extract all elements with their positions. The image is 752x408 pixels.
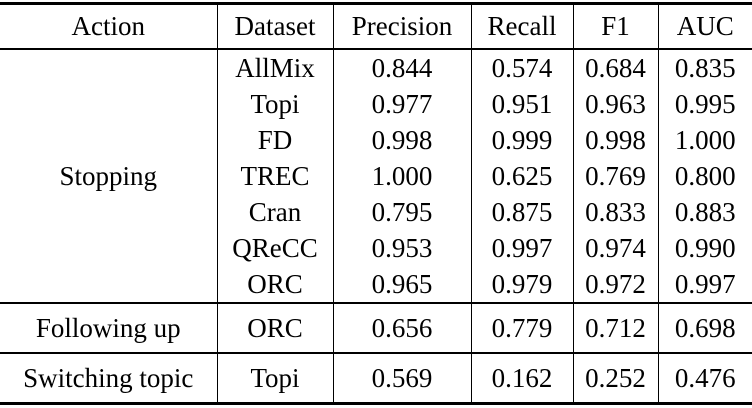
table-row: QReCC 0.953 0.997 0.974 0.990 xyxy=(0,230,752,266)
dataset-cell: AllMix xyxy=(216,49,333,86)
f1-cell: 0.963 xyxy=(572,86,658,122)
table-row: TREC 1.000 0.625 0.769 0.800 xyxy=(0,158,752,194)
auc-cell: 0.995 xyxy=(657,86,752,122)
dataset-cell: FD xyxy=(216,122,333,158)
table-row: ORC 0.965 0.979 0.972 0.997 xyxy=(0,266,752,303)
dataset-cell: Topi xyxy=(216,353,333,404)
recall-cell: 0.162 xyxy=(470,353,573,404)
recall-cell: 0.951 xyxy=(470,86,573,122)
table-section: Stopping AllMix 0.844 0.574 0.684 0.835 Topi 0.… xyxy=(0,49,752,303)
column-header-precision: Precision xyxy=(332,3,471,49)
header-row: Action Dataset Precision Recall F1 AUC xyxy=(0,3,752,49)
precision-cell: 1.000 xyxy=(332,158,471,194)
column-header-action: Action xyxy=(71,11,146,41)
auc-cell: 0.698 xyxy=(657,303,752,353)
auc-cell: 0.883 xyxy=(657,194,752,230)
action-cell: Stopping xyxy=(59,160,158,191)
column-header-dataset: Dataset xyxy=(216,3,333,49)
column-header-auc: AUC xyxy=(657,3,752,49)
precision-cell: 0.795 xyxy=(332,194,471,230)
f1-cell: 0.998 xyxy=(572,122,658,158)
f1-cell: 0.972 xyxy=(572,266,658,303)
recall-cell: 0.997 xyxy=(470,230,573,266)
table-row: Following up ORC 0.656 0.779 0.712 0.698 xyxy=(0,303,752,353)
f1-cell: 0.769 xyxy=(572,158,658,194)
table-section: Following up ORC 0.656 0.779 0.712 0.698 xyxy=(0,303,752,353)
precision-cell: 0.953 xyxy=(332,230,471,266)
f1-cell: 0.252 xyxy=(572,353,658,404)
f1-cell: 0.684 xyxy=(572,49,658,86)
recall-cell: 0.574 xyxy=(470,49,573,86)
table-header: Action Dataset Precision Recall F1 AUC xyxy=(0,3,752,49)
precision-cell: 0.569 xyxy=(332,353,471,404)
auc-cell: 0.476 xyxy=(657,353,752,404)
table-row: Stopping AllMix 0.844 0.574 0.684 0.835 xyxy=(0,49,752,191)
recall-cell: 0.875 xyxy=(470,194,573,230)
dataset-cell: Topi xyxy=(216,86,333,122)
f1-cell: 0.974 xyxy=(572,230,658,266)
precision-cell: 0.844 xyxy=(332,49,471,86)
table-row: FD 0.998 0.999 0.998 1.000 xyxy=(0,122,752,158)
recall-cell: 0.779 xyxy=(470,303,573,353)
precision-cell: 0.977 xyxy=(332,86,471,122)
dataset-cell: ORC xyxy=(216,266,333,303)
recall-cell: 0.999 xyxy=(470,122,573,158)
auc-cell: 0.800 xyxy=(657,158,752,194)
auc-cell: 0.997 xyxy=(657,266,752,303)
recall-cell: 0.979 xyxy=(470,266,573,303)
table-row: Topi 0.977 0.951 0.963 0.995 xyxy=(0,86,752,122)
auc-cell: 0.835 xyxy=(657,49,752,86)
dataset-cell: TREC xyxy=(216,158,333,194)
table-row: Cran 0.795 0.875 0.833 0.883 xyxy=(0,194,752,230)
auc-cell: 0.990 xyxy=(657,230,752,266)
dataset-cell: Cran xyxy=(216,194,333,230)
f1-cell: 0.833 xyxy=(572,194,658,230)
f1-cell: 0.712 xyxy=(572,303,658,353)
dataset-cell: ORC xyxy=(216,303,333,353)
column-header-f1: F1 xyxy=(572,3,658,49)
precision-cell: 0.965 xyxy=(332,266,471,303)
table-section: Switching topic Topi 0.569 0.162 0.252 0.476 xyxy=(0,353,752,404)
action-cell: Switching topic xyxy=(23,362,194,393)
precision-cell: 0.998 xyxy=(332,122,471,158)
column-header-recall: Recall xyxy=(470,3,573,49)
precision-cell: 0.656 xyxy=(332,303,471,353)
recall-cell: 0.625 xyxy=(470,158,573,194)
table-row: Switching topic Topi 0.569 0.162 0.252 0.476 xyxy=(0,353,752,404)
dataset-cell: QReCC xyxy=(216,230,333,266)
auc-cell: 1.000 xyxy=(657,122,752,158)
action-cell: Following up xyxy=(35,312,181,343)
